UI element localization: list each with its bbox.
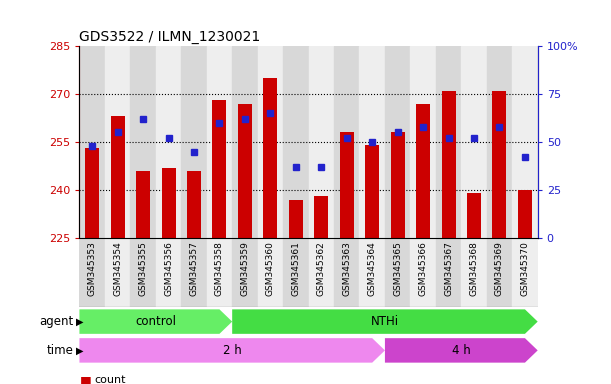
Bar bbox=[309, 238, 334, 307]
Bar bbox=[79, 46, 105, 238]
Text: time: time bbox=[46, 344, 73, 357]
Bar bbox=[512, 46, 538, 238]
Text: ▶: ▶ bbox=[76, 345, 84, 356]
Text: GSM345364: GSM345364 bbox=[368, 242, 377, 296]
Text: GDS3522 / ILMN_1230021: GDS3522 / ILMN_1230021 bbox=[79, 30, 261, 44]
Bar bbox=[334, 46, 359, 238]
Text: GSM345357: GSM345357 bbox=[189, 242, 199, 296]
FancyArrow shape bbox=[385, 338, 538, 362]
Bar bbox=[258, 238, 283, 307]
Text: control: control bbox=[135, 315, 177, 328]
Bar bbox=[238, 104, 252, 238]
Bar bbox=[340, 132, 354, 238]
Text: GSM345369: GSM345369 bbox=[495, 242, 504, 296]
Bar bbox=[492, 91, 507, 238]
Bar bbox=[416, 104, 430, 238]
Bar bbox=[232, 46, 258, 238]
Bar bbox=[79, 238, 105, 307]
Text: GSM345361: GSM345361 bbox=[291, 242, 301, 296]
Bar bbox=[130, 238, 156, 307]
FancyArrow shape bbox=[79, 310, 232, 334]
FancyArrow shape bbox=[79, 338, 385, 362]
Bar bbox=[207, 238, 232, 307]
Bar bbox=[487, 46, 512, 238]
Bar bbox=[130, 46, 156, 238]
Bar bbox=[436, 46, 461, 238]
Bar bbox=[411, 46, 436, 238]
Text: GSM345354: GSM345354 bbox=[113, 242, 122, 296]
Text: GSM345367: GSM345367 bbox=[444, 242, 453, 296]
Bar bbox=[181, 238, 207, 307]
Bar bbox=[136, 171, 150, 238]
Bar bbox=[385, 238, 411, 307]
Text: GSM345366: GSM345366 bbox=[419, 242, 428, 296]
Bar bbox=[85, 149, 99, 238]
Bar bbox=[289, 200, 303, 238]
Bar bbox=[156, 46, 181, 238]
Bar bbox=[390, 132, 404, 238]
Text: GSM345353: GSM345353 bbox=[87, 242, 97, 296]
Text: 2 h: 2 h bbox=[223, 344, 241, 357]
Text: GSM345359: GSM345359 bbox=[240, 242, 249, 296]
Bar bbox=[187, 171, 201, 238]
Bar bbox=[334, 238, 359, 307]
Text: count: count bbox=[95, 375, 126, 384]
Bar bbox=[207, 46, 232, 238]
Bar bbox=[181, 46, 207, 238]
Bar bbox=[359, 238, 385, 307]
Bar bbox=[283, 238, 309, 307]
Bar bbox=[461, 238, 487, 307]
Bar bbox=[232, 238, 258, 307]
Text: 4 h: 4 h bbox=[452, 344, 470, 357]
Bar bbox=[309, 46, 334, 238]
Bar bbox=[385, 46, 411, 238]
Text: NTHi: NTHi bbox=[371, 315, 399, 328]
Bar bbox=[512, 238, 538, 307]
Bar bbox=[314, 197, 328, 238]
Text: GSM345355: GSM345355 bbox=[139, 242, 148, 296]
Bar bbox=[411, 238, 436, 307]
Bar bbox=[283, 46, 309, 238]
Text: GSM345368: GSM345368 bbox=[469, 242, 478, 296]
Bar bbox=[487, 238, 512, 307]
Bar bbox=[263, 78, 277, 238]
Bar bbox=[365, 145, 379, 238]
Text: GSM345362: GSM345362 bbox=[316, 242, 326, 296]
Text: GSM345360: GSM345360 bbox=[266, 242, 275, 296]
Bar bbox=[467, 193, 481, 238]
Bar bbox=[258, 46, 283, 238]
Text: ■: ■ bbox=[79, 374, 91, 384]
Bar bbox=[359, 46, 385, 238]
Bar bbox=[442, 91, 456, 238]
Bar bbox=[161, 168, 175, 238]
Bar bbox=[105, 238, 130, 307]
Bar bbox=[436, 238, 461, 307]
Bar bbox=[111, 116, 125, 238]
Bar bbox=[156, 238, 181, 307]
Bar bbox=[213, 101, 227, 238]
Bar bbox=[105, 46, 130, 238]
Text: GSM345365: GSM345365 bbox=[393, 242, 402, 296]
Text: ▶: ▶ bbox=[76, 316, 84, 327]
Bar bbox=[518, 190, 532, 238]
Bar bbox=[461, 46, 487, 238]
Text: agent: agent bbox=[39, 315, 73, 328]
Text: GSM345363: GSM345363 bbox=[342, 242, 351, 296]
Text: GSM345358: GSM345358 bbox=[215, 242, 224, 296]
Text: GSM345370: GSM345370 bbox=[521, 242, 530, 296]
FancyArrow shape bbox=[232, 310, 538, 334]
Text: GSM345356: GSM345356 bbox=[164, 242, 173, 296]
